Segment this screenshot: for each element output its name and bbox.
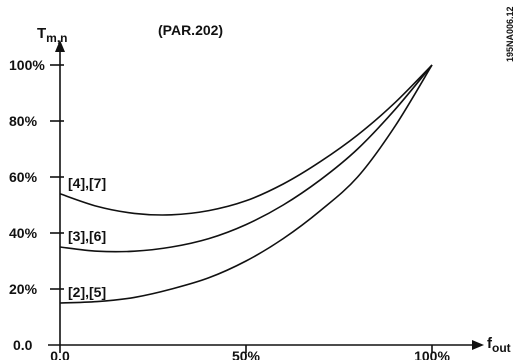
series-line — [59, 64, 433, 304]
series-label: [4],[7] — [68, 175, 106, 191]
chart-title: (PAR.202) — [158, 22, 223, 38]
tick-group: 0.0 20% 40% 60% 80% 100% 0.0 50% 100% — [9, 57, 450, 360]
x-tick-label: 0.0 — [50, 348, 70, 360]
y-axis-arrow — [55, 40, 65, 52]
x-tick-label: 100% — [414, 348, 450, 360]
x-axis-label-main: f — [487, 335, 493, 352]
y-axis-label-sub: m,n — [46, 31, 67, 45]
y-tick-label: 80% — [9, 113, 38, 129]
y-tick-label: 40% — [9, 225, 38, 241]
series-label: [2],[5] — [68, 284, 106, 300]
y-axis-label-main: T — [37, 25, 46, 42]
x-axis-label-sub: out — [492, 341, 511, 355]
curve-group — [59, 64, 433, 304]
y-axis-label: Tm,n — [37, 25, 68, 45]
series-line — [59, 64, 433, 216]
y-tick-label: 20% — [9, 281, 38, 297]
y-tick-label: 100% — [9, 57, 45, 73]
series-label: [3],[6] — [68, 228, 106, 244]
figure-code: 195NA006.12 — [505, 6, 515, 62]
x-axis-label: fout — [487, 335, 511, 355]
x-tick-label: 50% — [232, 348, 261, 360]
series-label-group: [4],[7] [3],[6] [2],[5] — [68, 175, 106, 300]
y-tick-label: 0.0 — [13, 337, 33, 353]
series-line — [59, 64, 433, 253]
x-axis-arrow — [472, 340, 484, 350]
y-tick-label: 60% — [9, 169, 38, 185]
